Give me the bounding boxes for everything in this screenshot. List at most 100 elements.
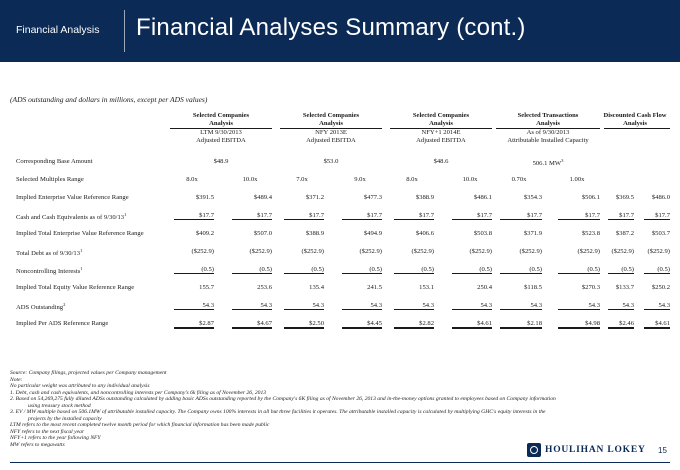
table-cell: $388.9 — [280, 230, 324, 237]
row-label: Implied Total Equity Value Reference Ran… — [16, 284, 134, 291]
cell-value: $270.3 — [581, 284, 600, 291]
cell-value: ($252.9) — [611, 248, 634, 255]
table-cell: 250.4 — [448, 284, 492, 291]
cell-value: 54.3 — [644, 302, 670, 310]
cell-value: $409.2 — [195, 230, 214, 237]
cell-value: $354.3 — [523, 194, 542, 201]
table-row: Implied Total Equity Value Reference Ran… — [10, 284, 674, 302]
group-header: Selected Transactions Analysis As of 9/3… — [492, 112, 604, 145]
cell-value: (0.5) — [394, 266, 434, 274]
table-cell: $4.98 — [554, 320, 600, 329]
cell-value: $17.7 — [342, 212, 382, 220]
cell-value: 10.0x — [242, 176, 258, 183]
table-cell: $354.3 — [496, 194, 542, 201]
definition-ltm: LTM refers to the most recent completed … — [10, 422, 270, 428]
group-basis: NFY 2013E — [315, 128, 347, 136]
cell-value: 54.3 — [558, 302, 600, 310]
group-basis: Attributable Installed Capacity — [507, 136, 589, 144]
table-cell: $17.7 — [280, 212, 324, 220]
footnote-marker: 3 — [561, 158, 564, 163]
row-label: Implied Total Enterprise Value Reference… — [16, 230, 144, 237]
company-logo: HOULIHAN LOKEY — [527, 443, 646, 457]
cell-value: 0.70x — [511, 176, 527, 183]
cell-value: (0.5) — [342, 266, 382, 274]
table-cell: $489.4 — [228, 194, 272, 201]
table-cell: 54.3 — [170, 302, 214, 310]
table-cell: $477.3 — [338, 194, 382, 201]
cell-value: 54.3 — [174, 302, 214, 310]
table-row: Selected Multiples Range 8.0x 10.0x 7.0x 9.0… — [10, 176, 674, 194]
cell-value: $17.7 — [500, 212, 542, 220]
table-cell: ($252.9) — [640, 248, 670, 255]
cell-value: 253.6 — [257, 284, 272, 291]
row-label: Cash and Cash Equivalents as of 9/30/131 — [16, 212, 126, 221]
cell-value: $133.7 — [615, 284, 634, 291]
cell-value: ($252.9) — [469, 248, 492, 255]
row-label: Noncontrolling Interests1 — [16, 266, 83, 275]
footnote-3: 3. EV / MW multiple based on 506.1MW of … — [10, 409, 546, 415]
cell-value: $4.61 — [644, 320, 670, 329]
group-basis: As of 9/30/2013 — [526, 128, 570, 136]
footnotes: Source: Company filings, projected value… — [10, 370, 670, 448]
cell-value: 1.00x — [569, 176, 585, 183]
cell-value: $4.67 — [232, 320, 272, 329]
table-cell: (0.5) — [390, 266, 434, 274]
cell-value: 54.3 — [394, 302, 434, 310]
cell-value: $387.2 — [615, 230, 634, 237]
cell-value: $4.98 — [558, 320, 600, 329]
table-cell: ($252.9) — [604, 248, 634, 255]
cell-value: $503.8 — [473, 230, 492, 237]
group-header: Discounted Cash Flow Analysis — [596, 112, 674, 129]
cell-value: 54.3 — [500, 302, 542, 310]
group-title: Discounted Cash Flow — [603, 112, 667, 119]
table-cell: 8.0x — [390, 176, 434, 183]
group-rule — [604, 128, 670, 129]
table-cell: $17.7 — [228, 212, 272, 220]
table-cell: $133.7 — [604, 284, 634, 291]
cell-value: $503.7 — [651, 230, 670, 237]
cell-value: 155.7 — [199, 284, 214, 291]
note-header: Note: — [10, 376, 23, 383]
header-banner: Financial Analysis Financial Analyses Su… — [0, 0, 680, 62]
cell-value: 10.0x — [462, 176, 478, 183]
row-label-text: Cash and Cash Equivalents as of 9/30/13 — [16, 214, 125, 222]
table-cell: 155.7 — [170, 284, 214, 291]
table-cell: $17.7 — [554, 212, 600, 220]
group-rule — [496, 128, 600, 129]
group-rule — [170, 128, 272, 129]
cell-value: $2.50 — [284, 320, 324, 329]
table-cell: $17.7 — [390, 212, 434, 220]
table-row: Implied Enterprise Value Reference Range… — [10, 194, 674, 212]
row-label: ADS Outstanding2 — [16, 302, 65, 311]
table-cell: (0.5) — [448, 266, 492, 274]
base-amount-row: Corresponding Base Amount $48.9 $53.0 $4… — [10, 158, 674, 176]
cell-value: $388.9 — [305, 230, 324, 237]
table-cell: $250.2 — [640, 284, 670, 291]
cell-value: $494.9 — [363, 230, 382, 237]
footnote-1: 1. Debt, cash and cash equivalents, and … — [10, 389, 267, 396]
group-title: Analysis — [319, 120, 343, 128]
cell-value: $477.3 — [363, 194, 382, 201]
table-cell: ($252.9) — [496, 248, 542, 255]
footnote-3-cont: projects by the installed capacity — [28, 415, 102, 422]
page-title: Financial Analyses Summary (cont.) — [136, 14, 526, 41]
table-row: Noncontrolling Interests1 (0.5) (0.5) (0.5)… — [10, 266, 674, 284]
table-cell — [604, 176, 634, 183]
row-label: Selected Multiples Range — [16, 176, 84, 183]
row-label-text: Implied Per ADS Reference Range — [16, 320, 109, 327]
table-cell: $4.67 — [228, 320, 272, 329]
table-cell: $503.7 — [640, 230, 670, 237]
cell-value: $2.87 — [174, 320, 214, 329]
group-title: Analysis — [429, 120, 453, 128]
group-title: Analysis — [209, 120, 233, 128]
cell-value: $17.7 — [394, 212, 434, 220]
row-label-text: Total Debt as of 9/30/13 — [16, 250, 80, 258]
table-cell: $17.7 — [170, 212, 214, 220]
cell-value: (0.5) — [500, 266, 542, 274]
cell-value: 135.4 — [309, 284, 324, 291]
source-note: Source: Company filings, projected value… — [10, 370, 167, 376]
table-cell — [640, 176, 670, 183]
cell-value: $369.5 — [615, 194, 634, 201]
table-cell: $523.8 — [554, 230, 600, 237]
cell-value: $4.61 — [452, 320, 492, 329]
